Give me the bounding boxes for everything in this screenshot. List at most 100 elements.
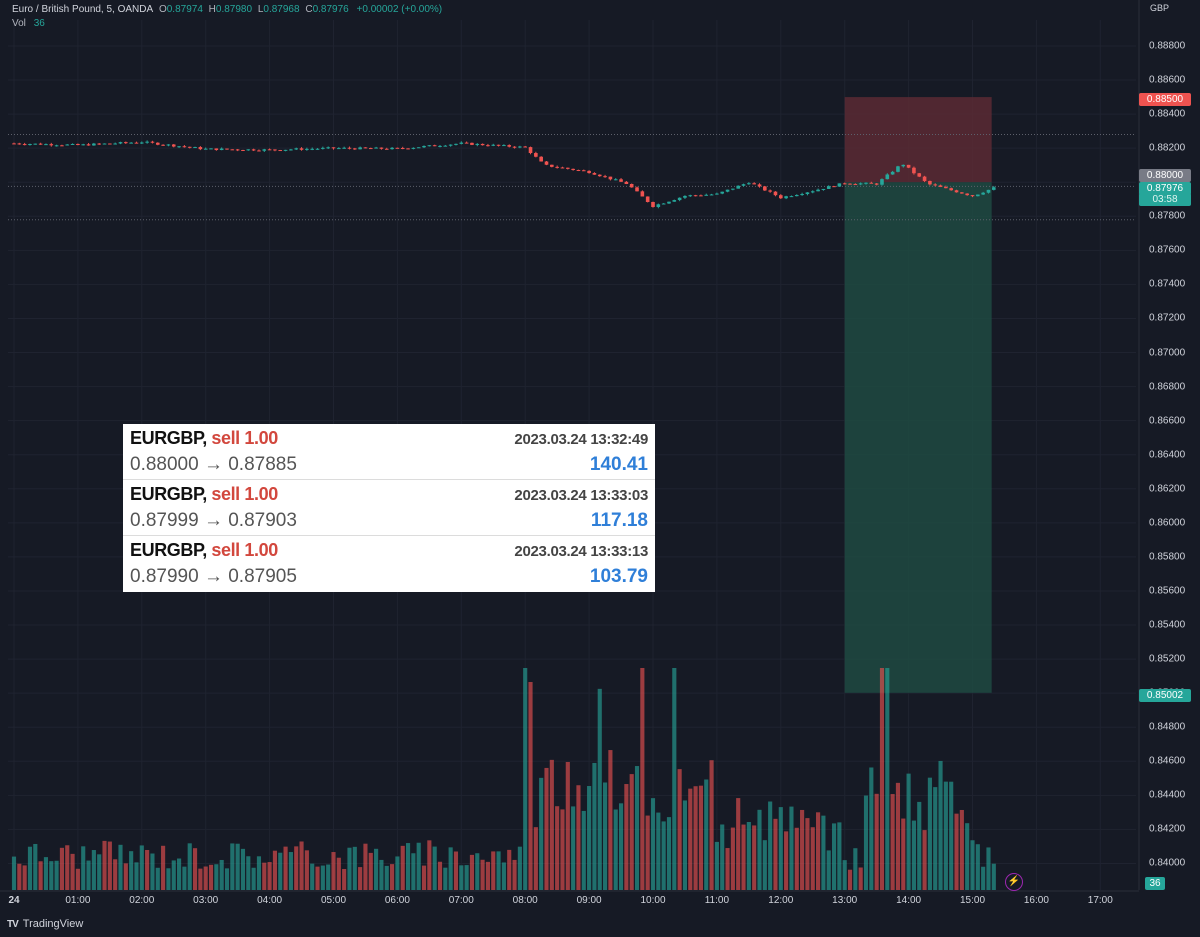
volume-bar <box>59 847 64 890</box>
volume-bar <box>171 860 176 890</box>
volume-bar <box>709 760 714 890</box>
price-axis-tick-label: 0.85800 <box>1149 551 1186 563</box>
volume-bar <box>571 806 576 890</box>
volume-bar <box>981 866 986 890</box>
trade-symbol: EURGBP, <box>130 540 207 560</box>
time-axis-tick-label: 16:00 <box>1023 895 1049 906</box>
volume-bar <box>565 761 570 890</box>
time-axis-tick-label: 15:00 <box>959 895 986 906</box>
candle-body <box>315 148 320 150</box>
candle-body <box>390 147 394 150</box>
volume-bar <box>65 845 70 890</box>
volume-bar <box>304 850 309 890</box>
price-axis-tick-label: 0.84800 <box>1149 721 1186 733</box>
volume-bar <box>730 827 735 890</box>
volume-bar <box>597 688 602 890</box>
volume-bar <box>421 865 427 890</box>
candle-body <box>161 144 165 146</box>
volume-bar <box>491 851 496 890</box>
volume-bar <box>102 840 107 890</box>
tradingview-brand: TradingView <box>22 918 84 930</box>
volume-bar <box>214 864 219 890</box>
volume-bar <box>773 818 778 890</box>
volume-bar <box>938 760 943 890</box>
volume-bar <box>975 844 980 890</box>
candle-body <box>832 186 836 188</box>
price-axis-tick-label: 0.86200 <box>1149 483 1186 495</box>
tradingview-logo[interactable]: TV TradingView <box>7 918 83 930</box>
volume-bar <box>480 859 485 890</box>
candle-body <box>49 144 54 146</box>
volume-bar <box>459 865 464 890</box>
volume-bar <box>374 848 379 890</box>
volume-bar <box>448 847 453 890</box>
volume-bar <box>666 817 672 890</box>
time-axis-tick-label: 13:00 <box>832 895 858 906</box>
candle-body <box>821 188 826 190</box>
volume-bar <box>826 850 831 890</box>
candle-body <box>619 179 623 182</box>
price-axis-tick-label: 0.87400 <box>1149 278 1186 290</box>
candle-body <box>358 147 362 150</box>
lightning-icon[interactable]: ⚡ <box>1005 873 1023 891</box>
candle-body <box>507 145 512 147</box>
candle-body <box>528 147 533 154</box>
volume-bar <box>581 810 586 890</box>
volume-bar <box>283 846 288 890</box>
candle-body <box>171 144 176 147</box>
volume-bar <box>736 798 741 890</box>
candle-body <box>198 147 203 150</box>
volume-bar <box>794 827 799 890</box>
volume-bar <box>192 848 198 890</box>
candle-body <box>550 164 554 167</box>
candle-body <box>166 144 171 146</box>
stop-price-tag: 0.88500 <box>1139 93 1191 106</box>
candle-body <box>395 147 400 149</box>
candle-body <box>203 148 208 150</box>
candle-body <box>384 148 389 150</box>
candle-body <box>38 143 43 145</box>
candle-body <box>608 176 613 180</box>
volume-bar <box>501 862 506 890</box>
candle-body <box>672 200 677 202</box>
volume-bar <box>757 809 762 890</box>
volume-bar <box>725 848 730 890</box>
candle-body <box>992 187 996 190</box>
volume-bar <box>874 793 879 890</box>
price-axis-tick-label: 0.85400 <box>1149 619 1186 631</box>
volume-bar <box>240 848 246 890</box>
candle-body <box>86 144 91 146</box>
price-axis-tick-label: 0.88200 <box>1149 142 1186 154</box>
volume-bar <box>768 801 773 890</box>
volume-bar <box>161 845 166 890</box>
candle-body <box>400 148 405 150</box>
candle-body <box>134 142 139 144</box>
candle-body <box>869 182 874 184</box>
volume-bar <box>890 794 895 890</box>
volume-bar <box>698 785 703 890</box>
candle-body <box>933 184 938 186</box>
trade-symbol: EURGBP, <box>130 428 207 448</box>
volume-bar <box>166 868 171 890</box>
volume-bar <box>634 766 640 890</box>
volume-bar <box>310 863 315 890</box>
candle-body <box>944 186 948 189</box>
price-axis-tick-label: 0.87200 <box>1149 312 1186 324</box>
volume-bar <box>922 830 927 890</box>
candle-body <box>443 145 448 147</box>
candle-body <box>518 146 522 148</box>
volume-bar <box>650 798 656 890</box>
volume-bar <box>379 859 384 890</box>
price-axis-tick-label: 0.86600 <box>1149 415 1186 427</box>
candle-body <box>970 195 975 197</box>
candle-body <box>155 142 160 145</box>
volume-bar <box>555 806 560 890</box>
time-axis-tick-label: 10:00 <box>640 895 666 906</box>
volume-bar <box>533 827 538 890</box>
candle-body <box>544 161 549 165</box>
volume-bar <box>91 850 96 890</box>
candle-body <box>928 180 932 185</box>
volume-bar <box>384 865 389 890</box>
volume-bar <box>400 845 405 890</box>
volume-bar <box>347 847 352 890</box>
